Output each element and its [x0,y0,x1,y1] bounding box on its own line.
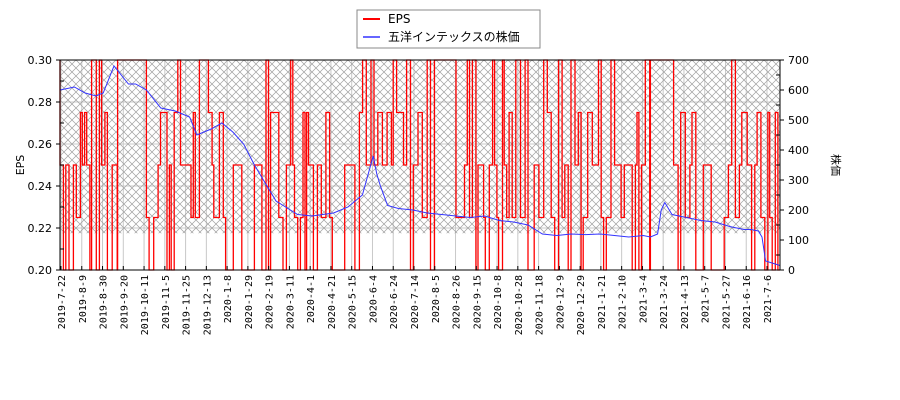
x-tick-label: 2020-12-29 [576,275,587,335]
right-tick-label: 700 [788,54,809,67]
x-tick-label: 2020-1-29 [244,275,255,329]
eps-hatch-area [60,60,780,234]
x-tick-label: 2020-8-26 [452,275,463,329]
x-tick-label: 2020-4-1 [306,275,317,323]
x-tick-label: 2019-12-13 [202,275,213,335]
x-tick-label: 2020-2-19 [265,275,276,329]
x-tick-label: 2021-3-24 [659,275,670,329]
legend-price-label: 五洋インテックスの株価 [388,29,520,44]
x-tick-label: 2021-1-21 [597,275,608,329]
x-tick-label: 2019-8-30 [99,275,110,329]
x-tick-label: 2020-3-11 [285,275,296,329]
x-tick-label: 2021-6-16 [742,275,753,329]
x-tick-label: 2019-9-20 [119,275,130,329]
right-axis-title: 株価 [829,154,843,176]
x-tick-label: 2020-7-14 [410,275,421,329]
x-tick-label: 2019-7-22 [57,275,68,329]
price-line [59,65,781,266]
legend-eps-label: EPS [388,12,410,26]
x-tick-label: 2020-6-24 [389,275,400,329]
x-tick-label: 2020-10-28 [514,275,525,335]
x-tick-label: 2019-11-25 [182,275,193,335]
left-axis-title: EPS [14,155,27,176]
x-axis: 2019-7-22 2019-8-9 2019-8-30 2019-9-20 2019-… [57,266,774,335]
right-tick-label: 300 [788,174,809,187]
right-tick-label: 600 [788,84,809,97]
left-tick-label: 0.22 [28,222,53,235]
x-tick-label: 2020-11-18 [535,275,546,335]
x-tick-label: 2020-6-4 [368,275,379,323]
x-tick-label: 2019-10-11 [140,275,151,335]
x-tick-label: 2021-2-10 [618,275,629,329]
x-tick-label: 2020-5-15 [348,275,359,329]
left-tick-label: 0.24 [28,180,53,193]
left-axis: 0.20 0.22 0.24 0.26 0.28 0.30 [28,54,64,277]
right-tick-label: 500 [788,114,809,127]
right-tick-label: 200 [788,204,809,217]
x-tick-label: 2021-4-13 [680,275,691,329]
x-tick-label: 2020-12-9 [555,275,566,329]
right-tick-label: 0 [788,264,795,277]
x-tick-label: 2020-1-8 [223,275,234,323]
left-tick-label: 0.30 [28,54,53,67]
x-tick-label: 2021-5-7 [701,275,712,323]
legend: EPS 五洋インテックスの株価 [356,9,541,49]
x-tick-label: 2020-8-5 [431,275,442,323]
x-tick-label: 2019-8-9 [78,275,89,323]
right-tick-label: 400 [788,144,809,157]
x-tick-label: 2020-10-8 [493,275,504,329]
x-tick-label: 2020-4-21 [327,275,338,329]
left-tick-label: 0.26 [28,138,53,151]
legend-box [356,9,541,49]
left-tick-label: 0.28 [28,96,53,109]
x-tick-label: 2021-5-27 [721,275,732,329]
x-tick-label: 2020-9-15 [472,275,483,329]
x-tick-label: 2019-11-5 [161,275,172,329]
x-tick-label: 2021-7-6 [763,275,774,323]
left-tick-label: 0.20 [28,264,53,277]
x-tick-label: 2021-3-4 [638,275,649,323]
right-axis: 0 100 200 300 400 500 600 700 [776,54,809,277]
right-tick-label: 100 [788,234,809,247]
